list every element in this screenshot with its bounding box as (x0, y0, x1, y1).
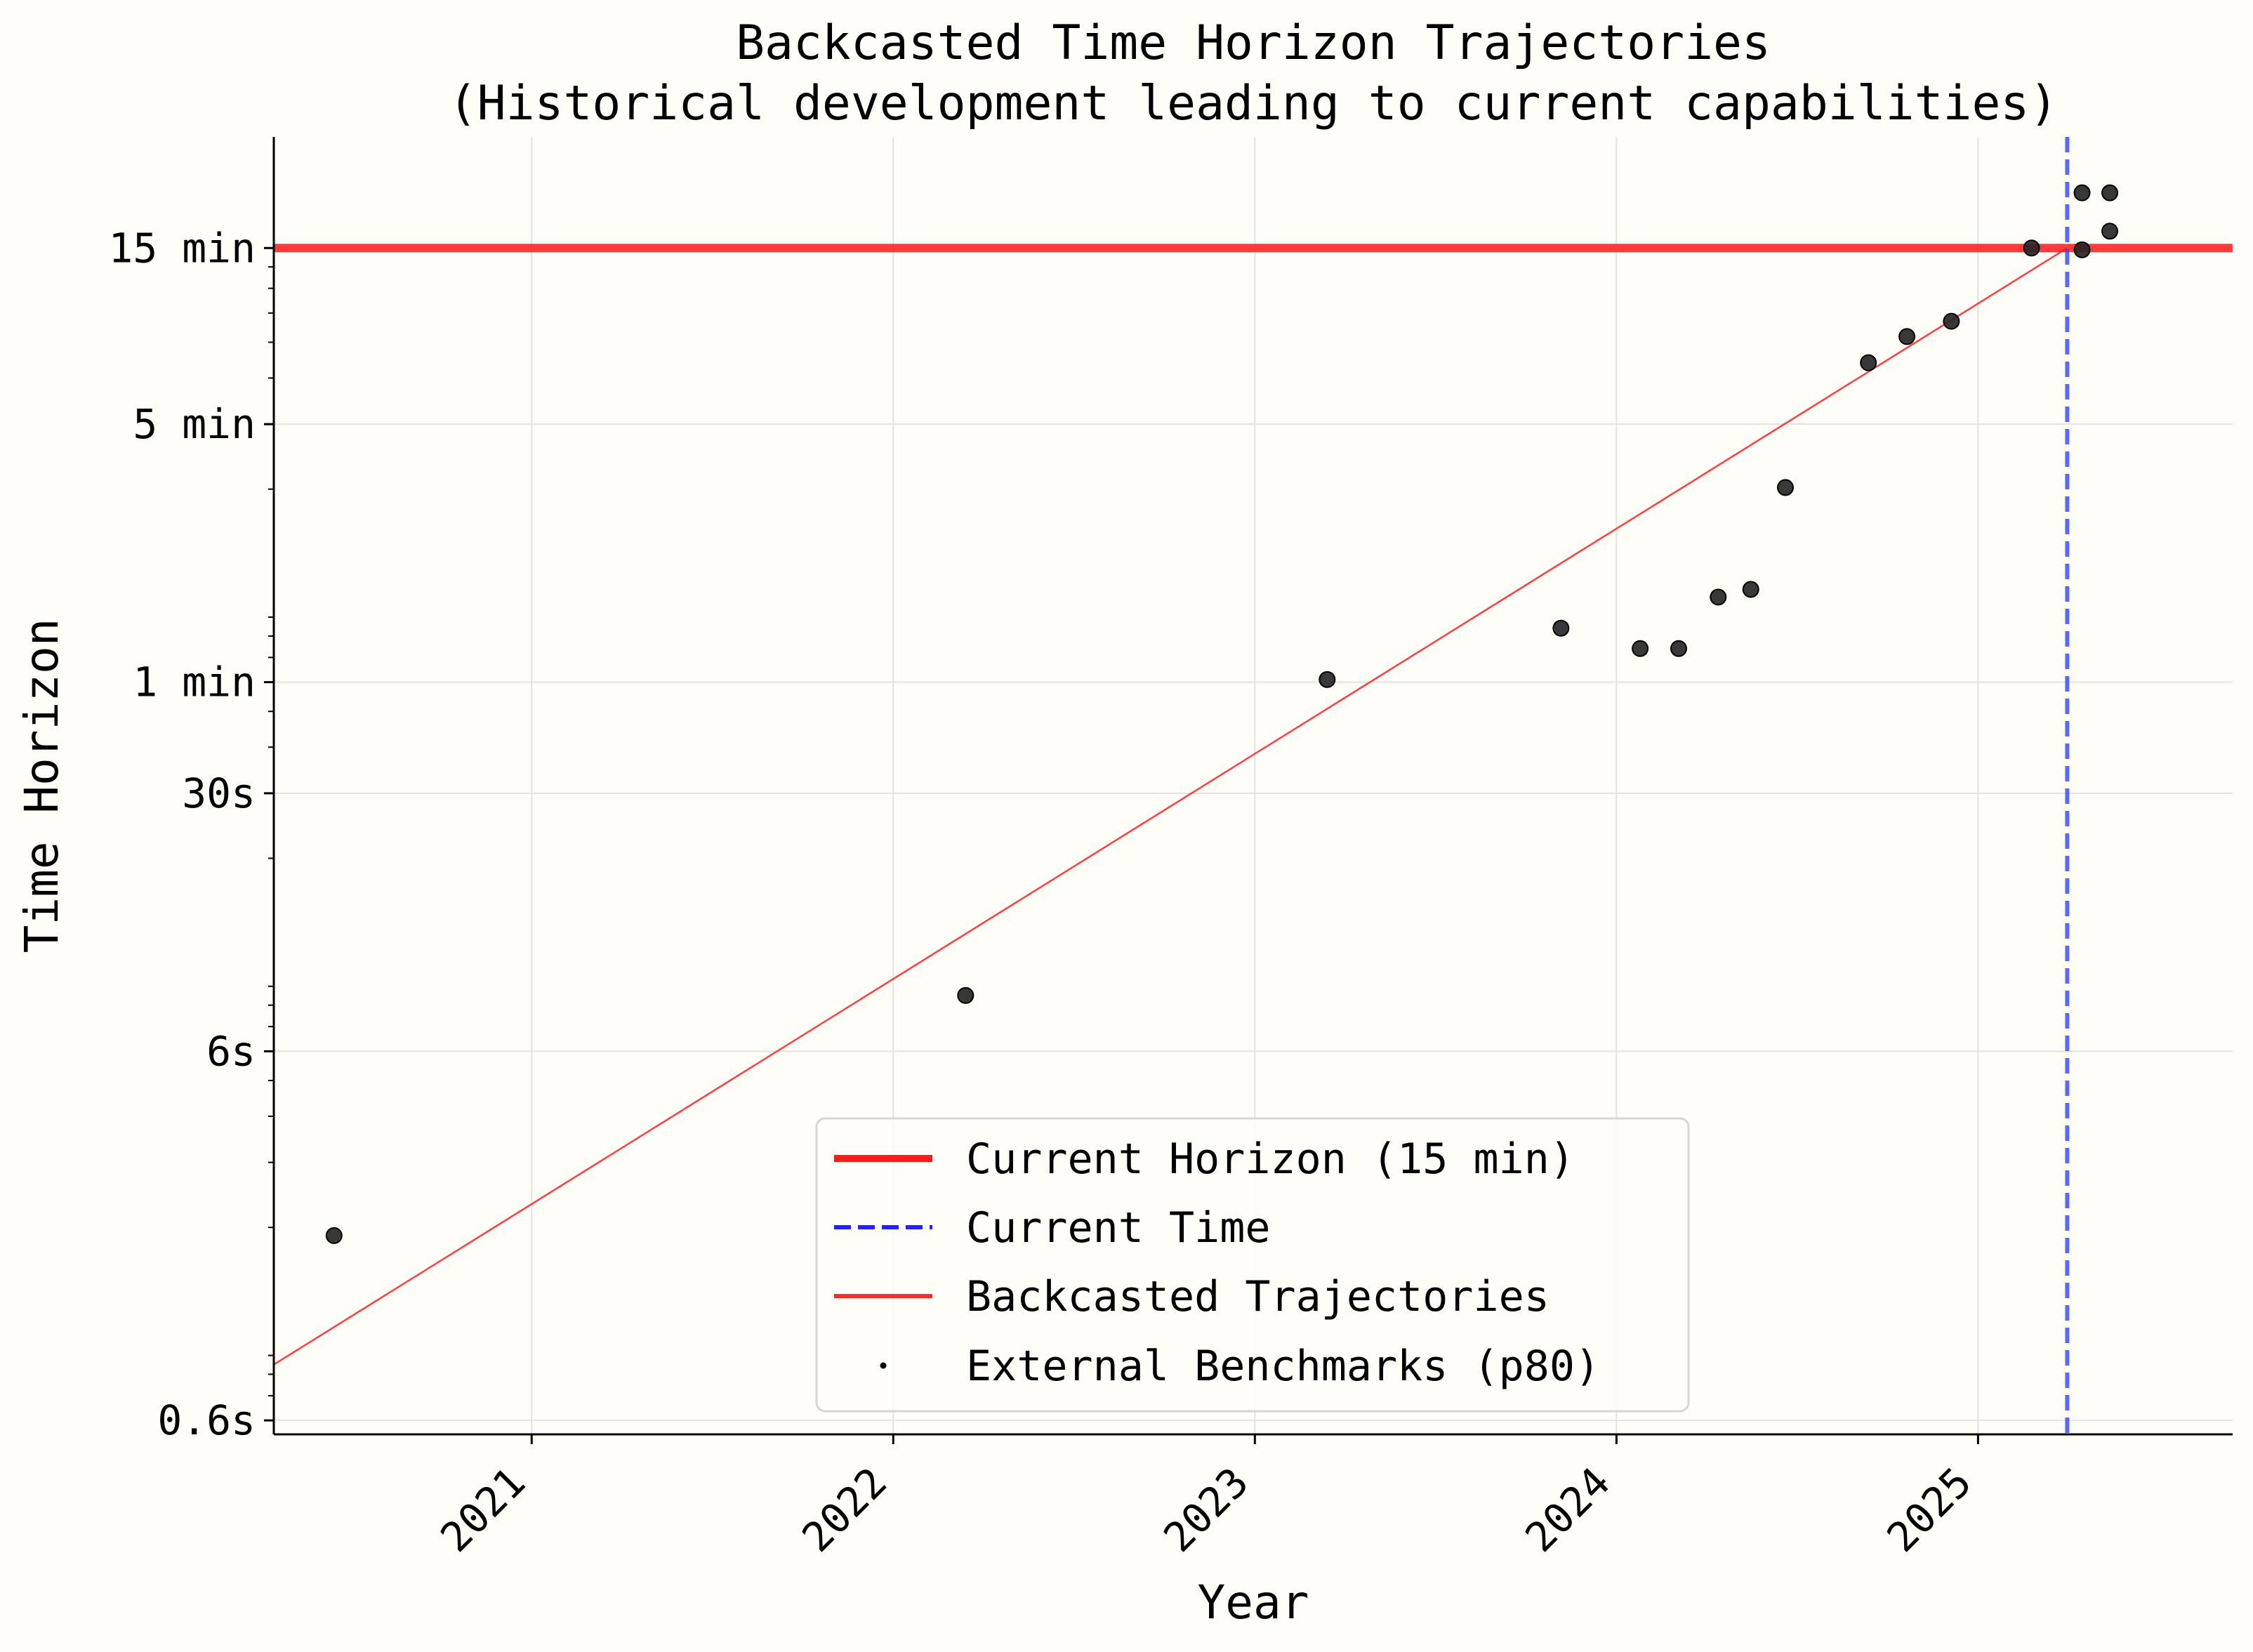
y-tick-label: 5 min (133, 400, 256, 448)
legend-frame (815, 1117, 1690, 1413)
y-tick-label: 6s (206, 1027, 256, 1075)
chart-title-line-2: (Historical development leading to curre… (449, 76, 2059, 131)
legend-label-trajectory: Backcasted Trajectories (966, 1272, 1550, 1321)
benchmark-point (957, 986, 974, 1004)
benchmark-point (2101, 184, 2119, 201)
benchmark-point (2101, 223, 2119, 240)
legend-label-benchmarks: External Benchmarks (p80) (966, 1342, 1600, 1391)
benchmark-point (325, 1227, 343, 1244)
benchmark-point (2023, 239, 2040, 257)
benchmark-point (1860, 354, 1877, 371)
benchmark-point (1670, 640, 1687, 657)
y-axis-label: Time Horizon (15, 619, 69, 953)
benchmark-point (1776, 479, 1794, 496)
y-tick-label: 30s (182, 769, 256, 817)
benchmark-point (2073, 184, 2091, 201)
plot-area (273, 137, 2233, 1434)
legend: Current Horizon (15 min) Current Time Ba… (815, 1117, 1690, 1413)
legend-label-current-time: Current Time (966, 1203, 1270, 1253)
benchmark-point (2073, 241, 2091, 258)
benchmark-point (1319, 670, 1336, 688)
y-ticks: 0.6s 6s 30s 1 min 5 min 15 min (108, 224, 274, 1444)
benchmark-point (1943, 312, 1960, 330)
y-tick-label: 0.6s (157, 1396, 256, 1444)
legend-swatch-benchmarks (880, 1362, 887, 1369)
legend-label-current-horizon: Current Horizon (15 min) (966, 1135, 1575, 1184)
chart-title-line-1: Backcasted Time Horizon Trajectories (736, 15, 1771, 71)
benchmark-point (1710, 588, 1727, 606)
y-tick-label: 15 min (108, 224, 256, 272)
x-axis-label: Year (1198, 1575, 1309, 1630)
benchmark-point (1552, 619, 1570, 637)
backcasted-trajectory-line (273, 247, 2068, 1366)
y-tick-label: 1 min (133, 659, 256, 706)
benchmark-point (1742, 581, 1759, 598)
benchmark-point (1898, 328, 1916, 345)
benchmark-point (1632, 640, 1649, 657)
